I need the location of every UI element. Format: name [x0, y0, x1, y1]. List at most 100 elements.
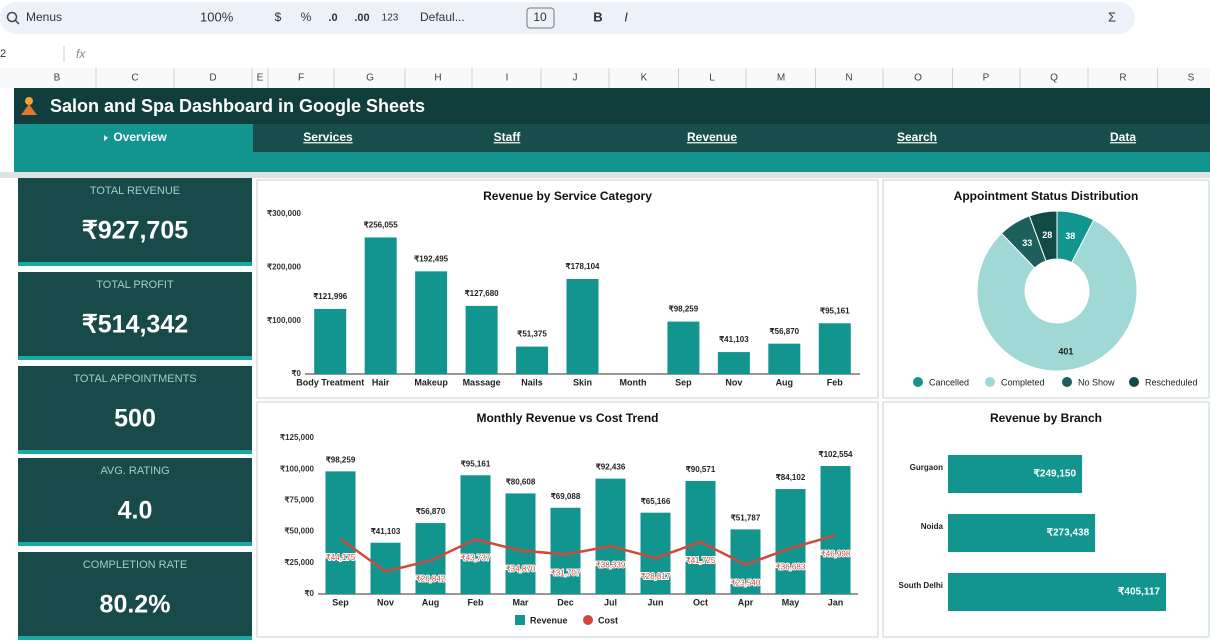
data-label: ₹43,737: [461, 554, 491, 563]
data-label: ₹41,725: [686, 556, 716, 565]
column-header: D: [209, 73, 216, 84]
data-label: ₹98,259: [669, 305, 699, 314]
data-label: ₹273,438: [1047, 528, 1090, 539]
bar: [415, 523, 446, 594]
y-tick-label: ₹50,000: [284, 527, 314, 536]
bar: [460, 475, 491, 594]
kpi-label: TOTAL REVENUE: [90, 185, 180, 197]
kpi-card: [18, 178, 252, 262]
toolbar-item[interactable]: Σ: [1108, 9, 1116, 24]
column-header-row: [0, 68, 1210, 88]
tab-label[interactable]: Search: [897, 130, 937, 144]
x-tick-label: Jul: [604, 597, 617, 607]
data-label: ₹92,436: [596, 463, 626, 472]
toolbar-item[interactable]: 10: [533, 10, 547, 24]
bar: [948, 455, 1083, 493]
tab-label[interactable]: Revenue: [687, 130, 737, 144]
bar: [550, 507, 581, 594]
x-tick-label: Sep: [675, 377, 692, 387]
dashboard-title: Salon and Spa Dashboard in Google Sheets: [50, 96, 425, 116]
kpi-card: [18, 458, 252, 542]
y-tick-label: ₹100,000: [280, 464, 315, 473]
tab-label[interactable]: Overview: [113, 130, 167, 144]
tab-label[interactable]: Staff: [494, 130, 522, 144]
data-label: ₹90,571: [686, 465, 716, 474]
toolbar-item[interactable]: 123: [382, 13, 399, 24]
legend-swatch: [515, 615, 525, 625]
x-tick-label: Feb: [467, 597, 484, 607]
legend-swatch: [1062, 377, 1072, 387]
column-header: N: [845, 73, 852, 84]
x-tick-label: Aug: [422, 597, 440, 607]
logo: [21, 104, 37, 115]
data-label: ₹121,996: [313, 292, 348, 301]
data-label: ₹249,150: [1034, 469, 1077, 480]
toolbar-item[interactable]: 100%: [200, 9, 234, 24]
separator: [0, 172, 1210, 178]
fx-label: fx: [76, 47, 86, 61]
column-header: E: [257, 73, 264, 84]
x-tick-label: Feb: [827, 377, 844, 387]
legend-swatch: [985, 377, 995, 387]
data-label: ₹256,055: [364, 221, 399, 230]
title-banner: [14, 88, 1210, 124]
data-label: ₹102,554: [818, 450, 853, 459]
tab-label[interactable]: Data: [1110, 130, 1136, 144]
tab-strip: [14, 152, 1210, 172]
bar: [364, 237, 397, 374]
bar: [325, 471, 356, 594]
kpi-accent: [18, 450, 252, 454]
column-header: O: [914, 73, 922, 84]
chart-title: Revenue by Branch: [990, 411, 1102, 425]
data-label: ₹84,102: [776, 473, 806, 482]
data-label: ₹46,998: [821, 549, 851, 558]
x-tick-label: Month: [619, 377, 646, 387]
kpi-value: ₹927,705: [82, 217, 188, 245]
data-label: ₹95,161: [820, 306, 850, 315]
legend-label: Cancelled: [929, 377, 969, 387]
kpi-value: 80.2%: [100, 591, 171, 619]
toolbar-item[interactable]: B: [593, 9, 602, 24]
bar: [717, 352, 750, 374]
legend-label: No Show: [1078, 377, 1115, 387]
kpi-card: [18, 272, 252, 356]
y-tick-label: ₹25,000: [284, 558, 314, 567]
bar: [465, 305, 498, 374]
toolbar-item[interactable]: %: [301, 10, 312, 24]
tab-label[interactable]: Services: [303, 130, 353, 144]
toolbar-item[interactable]: .0: [328, 12, 337, 24]
x-tick-label: Aug: [776, 377, 794, 387]
bar: [775, 489, 806, 594]
chart-frame: [256, 401, 879, 638]
y-tick-label: ₹100,000: [267, 316, 302, 325]
data-label: 38: [1065, 231, 1075, 241]
font-size-box[interactable]: [526, 7, 555, 29]
y-tick-label: ₹75,000: [284, 496, 314, 505]
toolbar-item[interactable]: I: [624, 9, 628, 24]
toolbar-item[interactable]: Menus: [26, 10, 62, 24]
data-label: ₹28,817: [641, 572, 671, 581]
column-header: S: [1188, 73, 1195, 84]
kpi-card: [18, 366, 252, 450]
data-label: 33: [1022, 238, 1032, 248]
data-label: 401: [1058, 347, 1073, 357]
bar: [818, 323, 851, 374]
y-tick-label: ₹0: [291, 369, 301, 378]
legend-label: Completed: [1001, 377, 1045, 387]
x-tick-label: Body Treatment: [296, 377, 364, 387]
legend-label: Revenue: [530, 615, 568, 625]
tab-active[interactable]: [14, 124, 253, 152]
data-label: ₹192,495: [414, 254, 449, 263]
data-label: ₹41,103: [371, 527, 401, 536]
logo: [25, 97, 33, 105]
toolbar-item[interactable]: .00: [354, 12, 369, 24]
y-tick-label: ₹300,000: [267, 209, 302, 218]
column-header: J: [573, 73, 578, 84]
chart-title: Appointment Status Distribution: [954, 189, 1139, 203]
data-label: ₹44,175: [326, 553, 356, 562]
column-header: C: [131, 73, 138, 84]
toolbar-item[interactable]: Defaul...: [420, 10, 465, 24]
data-label: ₹405,117: [1118, 587, 1160, 598]
cell-reference: 2: [0, 48, 6, 60]
toolbar-item[interactable]: $: [275, 10, 282, 24]
